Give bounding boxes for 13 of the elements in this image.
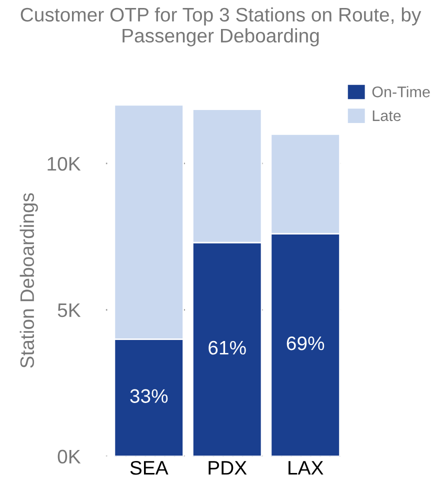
y-axis-title: Station Deboardings [20,193,38,368]
legend-label: On-Time [372,86,430,98]
chart-title: Customer OTP for Top 3 Stations on Route, by Passenger Deboarding [20,7,422,46]
annotation: 61% [208,340,246,355]
y-tick-label: 5K [58,304,81,318]
y-tick-label: 0K [58,450,81,464]
x-tick-label: LAX [288,461,324,475]
x-tick-label: SEA [130,460,168,475]
annotation: 33% [130,389,168,403]
x-tick-label: PDX [208,461,247,475]
annotation: 69% [286,336,324,350]
y-tick-label: 10K [48,156,81,171]
legend-label: Late [372,110,401,122]
